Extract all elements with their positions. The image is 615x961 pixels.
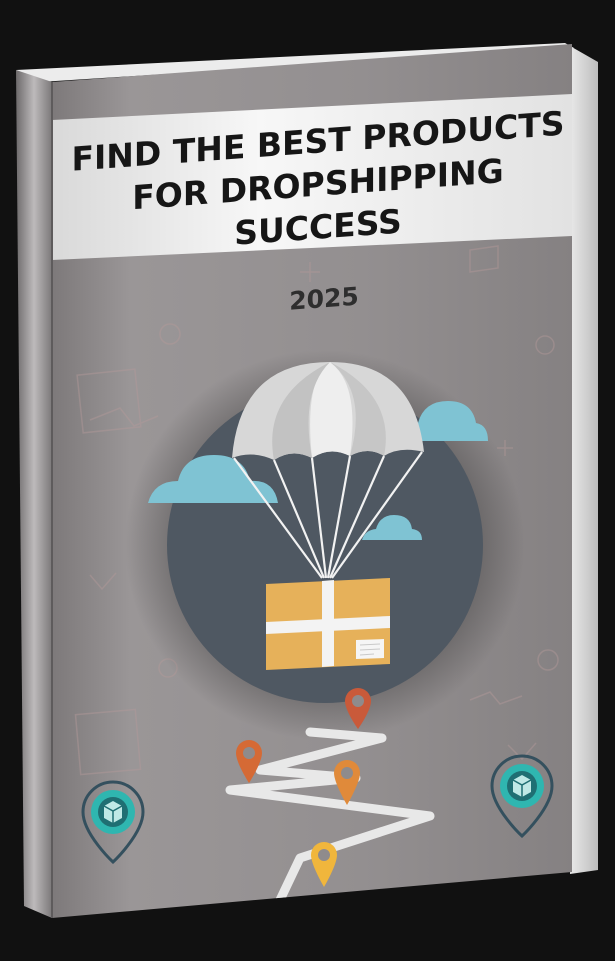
location-pin-icon xyxy=(345,688,371,729)
cloud-icon xyxy=(362,515,422,540)
parachute-icon xyxy=(232,362,424,579)
book-pages xyxy=(570,46,598,874)
cover-illustration xyxy=(125,350,525,740)
cloud-icon xyxy=(148,455,278,503)
illustration-circle xyxy=(167,387,483,703)
book-spine xyxy=(16,70,52,918)
package-badge-icon xyxy=(81,780,145,865)
location-pin-icon xyxy=(311,842,337,887)
book-top-edge xyxy=(16,43,574,82)
location-pin-icon xyxy=(236,740,262,783)
book-year: 2025 xyxy=(289,282,359,316)
package-icon xyxy=(266,578,390,670)
location-pin-icon xyxy=(334,760,360,805)
cover-pattern xyxy=(74,245,559,776)
package-badge-icon xyxy=(490,754,554,839)
title-band xyxy=(52,94,572,260)
